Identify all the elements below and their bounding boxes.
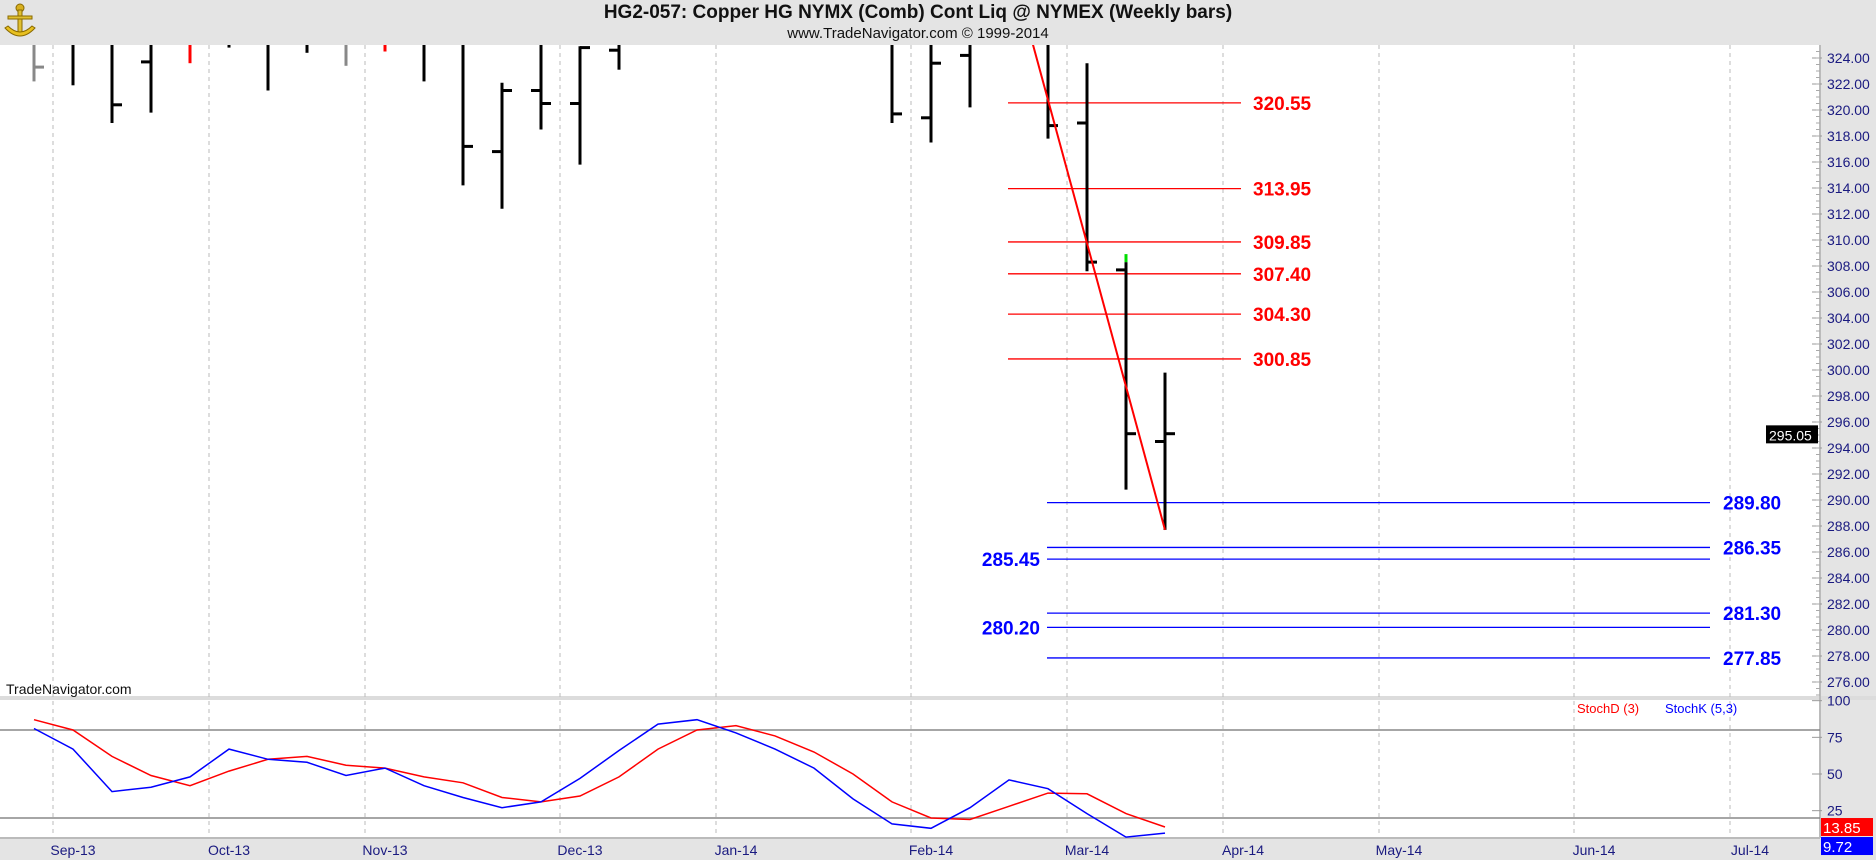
- price-tick-label: 276.00: [1827, 674, 1870, 690]
- stoch-tick-label: 100: [1827, 693, 1851, 709]
- chart-title: HG2-057: Copper HG NYMX (Comb) Cont Liq …: [0, 2, 1876, 24]
- stoch-tick-label: 75: [1827, 729, 1843, 745]
- date-tick-label: Feb-14: [909, 842, 954, 858]
- fib-level-label-blue: 280.20: [982, 618, 1040, 639]
- fib-level-label-red: 300.85: [1253, 350, 1312, 371]
- stoch-panel-bg: [0, 700, 1820, 838]
- fib-level-label-blue: 277.85: [1723, 649, 1782, 670]
- last-price-box: [1766, 425, 1818, 444]
- fib-level-label-blue: 285.45: [982, 550, 1041, 571]
- date-tick-label: May-14: [1376, 842, 1423, 858]
- price-tick-label: 290.00: [1827, 492, 1870, 508]
- price-tick-label: 318.00: [1827, 128, 1870, 144]
- price-tick-label: 302.00: [1827, 336, 1870, 352]
- stoch-axis[interactable]: [1820, 700, 1876, 838]
- stochk-last-value: 9.72: [1823, 839, 1852, 856]
- price-tick-label: 324.00: [1827, 50, 1870, 66]
- date-tick-label: Apr-14: [1222, 842, 1264, 858]
- date-tick-label: Dec-13: [557, 842, 602, 858]
- stochd-last-value: 13.85: [1823, 820, 1861, 837]
- legend-stochk: StochK (5,3): [1665, 701, 1737, 716]
- price-tick-label: 304.00: [1827, 310, 1870, 326]
- sextant-logo-icon: [4, 3, 36, 37]
- legend-stochd: StochD (3): [1577, 701, 1639, 716]
- price-tick-label: 292.00: [1827, 466, 1870, 482]
- price-tick-label: 278.00: [1827, 648, 1870, 664]
- date-tick-label: Jan-14: [715, 842, 758, 858]
- price-tick-label: 322.00: [1827, 76, 1870, 92]
- fib-level-label-blue: 281.30: [1723, 604, 1781, 625]
- price-tick-label: 308.00: [1827, 258, 1870, 274]
- date-tick-label: Mar-14: [1065, 842, 1110, 858]
- last-price-label: 295.05: [1769, 427, 1812, 443]
- price-axis[interactable]: [1820, 45, 1876, 696]
- stoch-tick-label: 25: [1827, 803, 1843, 819]
- price-tick-label: 320.00: [1827, 102, 1870, 118]
- price-tick-label: 306.00: [1827, 284, 1870, 300]
- chart-header: HG2-057: Copper HG NYMX (Comb) Cont Liq …: [0, 0, 1876, 45]
- fib-level-label-red: 320.55: [1253, 94, 1312, 115]
- date-tick-label: Jun-14: [1573, 842, 1616, 858]
- chart-subtitle: www.TradeNavigator.com © 1999-2014: [0, 25, 1876, 42]
- stochd-line: [33, 718, 1166, 828]
- price-tick-label: 300.00: [1827, 362, 1870, 378]
- price-tick-label: 286.00: [1827, 544, 1870, 560]
- fib-level-label-red: 304.30: [1253, 305, 1311, 326]
- stoch-tick-label: 50: [1827, 766, 1843, 782]
- fib-level-label-red: 309.85: [1253, 233, 1312, 254]
- date-tick-label: Nov-13: [362, 842, 407, 858]
- price-tick-label: 316.00: [1827, 154, 1870, 170]
- chart-subtitle-text: www.TradeNavigator.com © 1999-2014: [787, 25, 1049, 42]
- stochk-last-value-box: [1821, 837, 1873, 856]
- fib-level-label-blue: 286.35: [1723, 538, 1782, 559]
- fib-level-label-red: 307.40: [1253, 265, 1311, 286]
- panel-divider[interactable]: [0, 696, 1876, 700]
- price-tick-label: 280.00: [1827, 622, 1870, 638]
- price-tick-label: 310.00: [1827, 232, 1870, 248]
- watermark: TradeNavigator.com: [6, 681, 132, 697]
- trendline: [1032, 45, 1166, 531]
- price-tick-label: 312.00: [1827, 206, 1870, 222]
- price-panel-bg: [0, 45, 1820, 696]
- date-tick-label: Oct-13: [208, 842, 250, 858]
- date-tick-label: Jul-14: [1731, 842, 1769, 858]
- fib-level-label-red: 313.95: [1253, 180, 1312, 201]
- fib-level-label-blue: 289.80: [1723, 494, 1781, 515]
- price-tick-label: 284.00: [1827, 570, 1870, 586]
- chart-title-text: HG2-057: Copper HG NYMX (Comb) Cont Liq …: [603, 2, 1233, 23]
- stochd-last-value-box: [1821, 818, 1873, 837]
- date-tick-label: Sep-13: [50, 842, 95, 858]
- price-tick-label: 288.00: [1827, 518, 1870, 534]
- price-tick-label: 314.00: [1827, 180, 1870, 196]
- date-axis[interactable]: [0, 838, 1876, 860]
- price-tick-label: 282.00: [1827, 596, 1870, 612]
- price-tick-label: 298.00: [1827, 388, 1870, 404]
- price-tick-label: 296.00: [1827, 414, 1870, 430]
- stochk-line: [33, 718, 1166, 838]
- price-tick-label: 294.00: [1827, 440, 1870, 456]
